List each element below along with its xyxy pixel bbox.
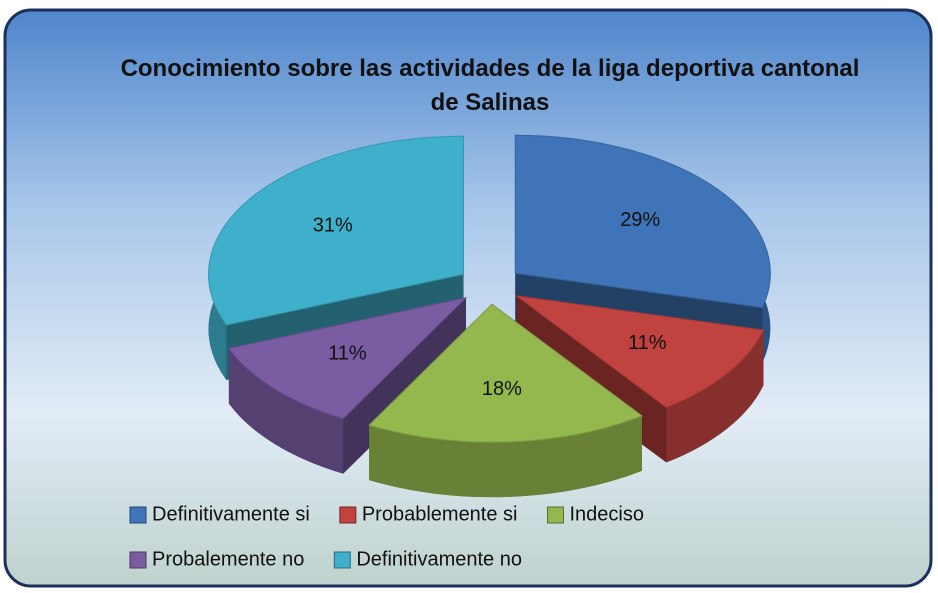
legend-swatch — [339, 506, 357, 524]
legend-swatch — [333, 551, 351, 569]
data-label: 11% — [328, 343, 367, 365]
data-label: 11% — [628, 332, 667, 354]
slice — [516, 295, 765, 409]
data-label: 31% — [313, 214, 353, 236]
data-label: 29% — [620, 209, 660, 231]
slice-group: 18% — [368, 303, 643, 498]
slice-group: 11% — [228, 296, 468, 474]
legend-label: Definitivamente si — [152, 503, 310, 525]
legend-label: Probablemente si — [362, 503, 518, 525]
legend-item: Definitivamente no — [333, 548, 522, 570]
legend-label: Probalemente no — [152, 548, 304, 570]
legend-swatch — [129, 506, 147, 524]
legend: Definitivamente si Probablemente si Indeci… — [129, 503, 645, 570]
legend-item: Probalemente no — [129, 548, 304, 570]
legend-label: Definitivamente no — [356, 548, 522, 570]
slice-wall — [228, 348, 344, 474]
legend-item: Definitivamente si — [129, 503, 310, 525]
legend-item: Probablemente si — [339, 503, 518, 525]
legend-item: Indeciso — [547, 503, 645, 525]
data-label: 18% — [482, 378, 522, 400]
legend-label: Indeciso — [570, 503, 645, 525]
legend-swatch — [129, 551, 147, 569]
slice — [228, 296, 468, 420]
chart-title: Conocimiento sobre las actividades de la… — [120, 55, 860, 116]
pie: 29% 31% 11% 11% 18% — [208, 134, 771, 498]
slice-wall — [369, 415, 642, 498]
slice — [368, 303, 643, 443]
legend-swatch — [547, 506, 564, 524]
slice — [514, 134, 771, 309]
slice — [208, 135, 465, 326]
